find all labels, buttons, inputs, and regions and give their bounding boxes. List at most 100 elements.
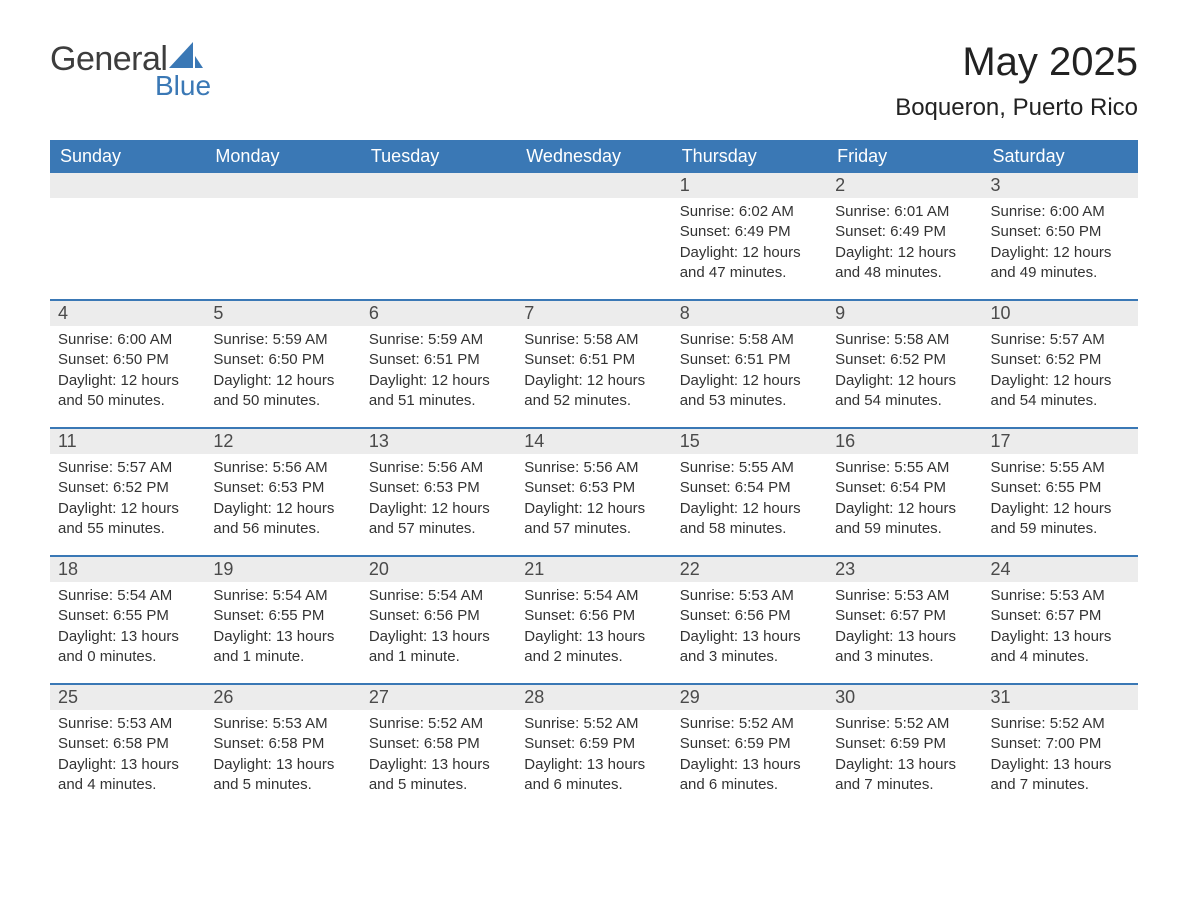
- calendar-cell: 13Sunrise: 5:56 AMSunset: 6:53 PMDayligh…: [361, 428, 516, 556]
- sunrise-text: Sunrise: 5:59 AM: [213, 330, 352, 350]
- calendar-cell: 20Sunrise: 5:54 AMSunset: 6:56 PMDayligh…: [361, 556, 516, 684]
- daylight-text: Daylight: 13 hours and 7 minutes.: [835, 755, 974, 796]
- daylight-text: Daylight: 12 hours and 57 minutes.: [369, 499, 508, 540]
- day-number: 28: [516, 685, 671, 710]
- weekday-header: Wednesday: [516, 140, 671, 173]
- calendar-cell: 24Sunrise: 5:53 AMSunset: 6:57 PMDayligh…: [983, 556, 1138, 684]
- day-details: Sunrise: 5:58 AMSunset: 6:51 PMDaylight:…: [516, 326, 671, 419]
- daylight-text: Daylight: 13 hours and 5 minutes.: [369, 755, 508, 796]
- day-number: 25: [50, 685, 205, 710]
- day-number: 24: [983, 557, 1138, 582]
- calendar-week: 25Sunrise: 5:53 AMSunset: 6:58 PMDayligh…: [50, 684, 1138, 811]
- sunset-text: Sunset: 6:54 PM: [680, 478, 819, 498]
- location-title: Boqueron, Puerto Rico: [895, 94, 1138, 122]
- calendar-cell: 21Sunrise: 5:54 AMSunset: 6:56 PMDayligh…: [516, 556, 671, 684]
- calendar-cell: 19Sunrise: 5:54 AMSunset: 6:55 PMDayligh…: [205, 556, 360, 684]
- calendar-cell: 4Sunrise: 6:00 AMSunset: 6:50 PMDaylight…: [50, 300, 205, 428]
- sunset-text: Sunset: 6:55 PM: [991, 478, 1130, 498]
- sunset-text: Sunset: 6:56 PM: [369, 606, 508, 626]
- daylight-text: Daylight: 12 hours and 53 minutes.: [680, 371, 819, 412]
- calendar-cell: 9Sunrise: 5:58 AMSunset: 6:52 PMDaylight…: [827, 300, 982, 428]
- daylight-text: Daylight: 13 hours and 7 minutes.: [991, 755, 1130, 796]
- day-number: 22: [672, 557, 827, 582]
- sunset-text: Sunset: 6:59 PM: [680, 734, 819, 754]
- calendar-week: 18Sunrise: 5:54 AMSunset: 6:55 PMDayligh…: [50, 556, 1138, 684]
- calendar-cell: 5Sunrise: 5:59 AMSunset: 6:50 PMDaylight…: [205, 300, 360, 428]
- sunrise-text: Sunrise: 5:57 AM: [991, 330, 1130, 350]
- sunrise-text: Sunrise: 5:53 AM: [213, 714, 352, 734]
- day-details: Sunrise: 5:54 AMSunset: 6:55 PMDaylight:…: [50, 582, 205, 675]
- sunset-text: Sunset: 6:59 PM: [835, 734, 974, 754]
- calendar-cell: 1Sunrise: 6:02 AMSunset: 6:49 PMDaylight…: [672, 173, 827, 300]
- sunset-text: Sunset: 6:51 PM: [369, 350, 508, 370]
- calendar-cell: 30Sunrise: 5:52 AMSunset: 6:59 PMDayligh…: [827, 684, 982, 811]
- empty-day: [361, 173, 516, 198]
- day-details: Sunrise: 5:59 AMSunset: 6:50 PMDaylight:…: [205, 326, 360, 419]
- sunrise-text: Sunrise: 5:54 AM: [369, 586, 508, 606]
- day-details: Sunrise: 5:54 AMSunset: 6:55 PMDaylight:…: [205, 582, 360, 675]
- day-number: 10: [983, 301, 1138, 326]
- calendar-page: General Blue May 2025 Boqueron, Puerto R…: [0, 0, 1188, 861]
- daylight-text: Daylight: 12 hours and 48 minutes.: [835, 243, 974, 284]
- day-details: Sunrise: 5:57 AMSunset: 6:52 PMDaylight:…: [50, 454, 205, 547]
- weekday-header: Thursday: [672, 140, 827, 173]
- calendar-cell: 23Sunrise: 5:53 AMSunset: 6:57 PMDayligh…: [827, 556, 982, 684]
- calendar-cell: [516, 173, 671, 300]
- sunset-text: Sunset: 6:51 PM: [680, 350, 819, 370]
- sunset-text: Sunset: 6:58 PM: [58, 734, 197, 754]
- calendar-cell: 3Sunrise: 6:00 AMSunset: 6:50 PMDaylight…: [983, 173, 1138, 300]
- day-number: 2: [827, 173, 982, 198]
- title-block: May 2025 Boqueron, Puerto Rico: [895, 40, 1138, 122]
- sunrise-text: Sunrise: 6:00 AM: [991, 202, 1130, 222]
- empty-day: [205, 173, 360, 198]
- weekday-header: Tuesday: [361, 140, 516, 173]
- calendar-cell: 11Sunrise: 5:57 AMSunset: 6:52 PMDayligh…: [50, 428, 205, 556]
- sunrise-text: Sunrise: 5:55 AM: [991, 458, 1130, 478]
- daylight-text: Daylight: 13 hours and 6 minutes.: [524, 755, 663, 796]
- daylight-text: Daylight: 12 hours and 56 minutes.: [213, 499, 352, 540]
- day-number: 16: [827, 429, 982, 454]
- day-number: 9: [827, 301, 982, 326]
- sunrise-text: Sunrise: 6:02 AM: [680, 202, 819, 222]
- sunrise-text: Sunrise: 5:53 AM: [58, 714, 197, 734]
- day-details: Sunrise: 5:55 AMSunset: 6:54 PMDaylight:…: [672, 454, 827, 547]
- calendar-table: SundayMondayTuesdayWednesdayThursdayFrid…: [50, 140, 1138, 811]
- day-details: Sunrise: 5:52 AMSunset: 7:00 PMDaylight:…: [983, 710, 1138, 803]
- day-details: Sunrise: 5:56 AMSunset: 6:53 PMDaylight:…: [205, 454, 360, 547]
- day-number: 6: [361, 301, 516, 326]
- calendar-cell: [361, 173, 516, 300]
- day-details: Sunrise: 5:52 AMSunset: 6:59 PMDaylight:…: [827, 710, 982, 803]
- calendar-week: 1Sunrise: 6:02 AMSunset: 6:49 PMDaylight…: [50, 173, 1138, 300]
- sunset-text: Sunset: 6:52 PM: [835, 350, 974, 370]
- calendar-cell: 26Sunrise: 5:53 AMSunset: 6:58 PMDayligh…: [205, 684, 360, 811]
- sunset-text: Sunset: 6:50 PM: [58, 350, 197, 370]
- calendar-cell: 29Sunrise: 5:52 AMSunset: 6:59 PMDayligh…: [672, 684, 827, 811]
- daylight-text: Daylight: 12 hours and 51 minutes.: [369, 371, 508, 412]
- day-details: Sunrise: 5:55 AMSunset: 6:55 PMDaylight:…: [983, 454, 1138, 547]
- sunrise-text: Sunrise: 5:56 AM: [369, 458, 508, 478]
- daylight-text: Daylight: 13 hours and 1 minute.: [213, 627, 352, 668]
- sunset-text: Sunset: 6:58 PM: [369, 734, 508, 754]
- day-details: Sunrise: 5:52 AMSunset: 6:59 PMDaylight:…: [516, 710, 671, 803]
- sunrise-text: Sunrise: 5:56 AM: [524, 458, 663, 478]
- sunset-text: Sunset: 6:57 PM: [835, 606, 974, 626]
- day-number: 30: [827, 685, 982, 710]
- day-number: 15: [672, 429, 827, 454]
- sunrise-text: Sunrise: 5:52 AM: [991, 714, 1130, 734]
- sunrise-text: Sunrise: 5:54 AM: [213, 586, 352, 606]
- logo: General Blue: [50, 40, 203, 79]
- daylight-text: Daylight: 12 hours and 54 minutes.: [835, 371, 974, 412]
- header-row: General Blue May 2025 Boqueron, Puerto R…: [50, 40, 1138, 122]
- calendar-cell: 22Sunrise: 5:53 AMSunset: 6:56 PMDayligh…: [672, 556, 827, 684]
- day-details: Sunrise: 5:55 AMSunset: 6:54 PMDaylight:…: [827, 454, 982, 547]
- calendar-cell: 31Sunrise: 5:52 AMSunset: 7:00 PMDayligh…: [983, 684, 1138, 811]
- day-number: 18: [50, 557, 205, 582]
- calendar-week: 4Sunrise: 6:00 AMSunset: 6:50 PMDaylight…: [50, 300, 1138, 428]
- daylight-text: Daylight: 13 hours and 3 minutes.: [680, 627, 819, 668]
- sunset-text: Sunset: 6:49 PM: [680, 222, 819, 242]
- sunrise-text: Sunrise: 5:56 AM: [213, 458, 352, 478]
- calendar-cell: 8Sunrise: 5:58 AMSunset: 6:51 PMDaylight…: [672, 300, 827, 428]
- day-details: Sunrise: 5:53 AMSunset: 6:56 PMDaylight:…: [672, 582, 827, 675]
- sunrise-text: Sunrise: 5:53 AM: [991, 586, 1130, 606]
- calendar-cell: 27Sunrise: 5:52 AMSunset: 6:58 PMDayligh…: [361, 684, 516, 811]
